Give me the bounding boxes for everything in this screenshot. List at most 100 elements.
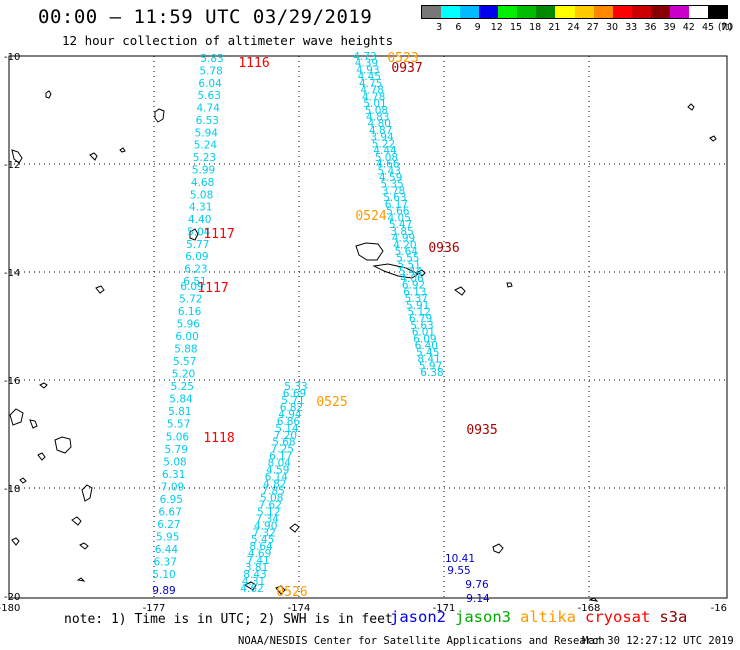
swh-value: 5.94 [195, 127, 219, 139]
swh-value: 5.88 [174, 344, 197, 356]
color-swatch [479, 6, 499, 18]
color-scale-label: (ft) [717, 22, 733, 33]
swh-value: 5.77 [186, 239, 209, 251]
swh-value: 6.09 [180, 281, 203, 293]
swh-value: 6.82 [280, 402, 303, 414]
swh-value: 7.62 [259, 499, 282, 511]
swh-value: 6.31 [162, 469, 185, 481]
swh-value: 5.72 [179, 294, 202, 306]
swh-value: 6.79 [409, 313, 432, 325]
swh-value: 3.78 [382, 186, 405, 198]
island-outline [89, 152, 98, 161]
lat-label: -20 [4, 592, 20, 603]
swh-value: 5.44 [399, 266, 423, 278]
swh-value: 5.97 [419, 360, 442, 372]
color-swatch [612, 6, 632, 18]
legend-item-jason3: jason3 [455, 608, 511, 626]
swh-value: 6.27 [157, 519, 180, 531]
swh-value: 5.04 [187, 226, 211, 238]
swh-value: 4.99 [392, 233, 415, 245]
swh-value: 4.68 [191, 177, 214, 189]
satellite-legend: jason2 jason3 altika cryosat s3a [390, 608, 696, 626]
swh-value: 6.09 [185, 251, 208, 263]
swh-value: 5.08 [260, 492, 283, 504]
color-swatch [593, 6, 613, 18]
swh-value: 4.83 [366, 112, 389, 124]
lon-label: -16 [711, 603, 727, 614]
swh-value: 5.57 [173, 356, 196, 368]
island-outline [39, 382, 48, 389]
swh-value: 5.08 [365, 105, 388, 117]
pass-time-label: 0523 [387, 51, 418, 66]
swh-value: 9.14 [466, 593, 490, 605]
color-swatch [460, 6, 480, 18]
color-scale-label: 15 [509, 22, 523, 33]
island-outline [417, 269, 426, 277]
swh-value: 5.83 [200, 53, 223, 65]
swh-value: 8.43 [243, 569, 266, 581]
swh-value: 6.69 [283, 388, 306, 400]
swh-value: 6.86 [277, 416, 301, 428]
color-swatch [498, 6, 518, 18]
swh-value: 7.85 [262, 486, 285, 498]
island-outline [19, 477, 27, 484]
color-scale-label: 70 [721, 22, 734, 33]
swh-value: 4.73 [353, 51, 376, 63]
swh-value: 8.04 [268, 458, 292, 470]
swh-value: 6.04 [198, 78, 222, 90]
swh-value: 3.81 [245, 562, 268, 574]
lon-label: -180 [0, 603, 20, 614]
pass-time-label: 0935 [466, 423, 497, 438]
color-scale-label: 18 [529, 22, 542, 33]
island-outline [11, 537, 20, 546]
swh-value: 6.44 [155, 544, 179, 556]
color-swatch [688, 6, 708, 18]
swh-value: 5.22 [372, 138, 395, 150]
pass-time-label: 0936 [428, 241, 459, 256]
swh-value: 6.92 [402, 280, 425, 292]
lat-label: -14 [4, 268, 20, 279]
color-scale-label: 30 [605, 22, 619, 33]
island-outline [81, 484, 93, 502]
swh-value: 5.79 [165, 444, 188, 456]
swh-value: 4.05 [388, 212, 411, 224]
swh-value: 5.06 [166, 431, 190, 443]
color-scale-bar [421, 5, 728, 19]
swh-value: 5.01 [363, 98, 386, 110]
swh-value: 4.39 [355, 58, 378, 70]
legend-item-altika: altika [520, 608, 576, 626]
swh-value: 10.41 [445, 553, 475, 565]
island-outline [9, 408, 24, 426]
lat-label: -18 [4, 484, 20, 495]
map-frame [8, 55, 728, 599]
color-swatch [631, 6, 651, 18]
color-swatch [555, 6, 575, 18]
coastlines [9, 90, 717, 602]
swh-value: 6.37 [154, 557, 177, 569]
chart-subtitle: 12 hour collection of altimeter wave hei… [62, 33, 394, 48]
swh-value: 5.43 [378, 165, 401, 177]
legend-item-cryosat: cryosat [585, 608, 651, 626]
swh-value: 4.82 [263, 479, 286, 491]
swh-value: 5.63 [198, 90, 221, 102]
swh-value: 5.81 [168, 406, 191, 418]
color-scale-label: 27 [586, 22, 599, 33]
swh-value: 6.00 [175, 331, 198, 343]
swh-value: 7.32 [252, 527, 275, 539]
swh-value: 5.23 [193, 152, 216, 164]
swh-value: 5.33 [284, 381, 307, 393]
lon-label: -171 [433, 603, 456, 614]
island-outline [37, 452, 46, 461]
island-outline [355, 242, 384, 261]
island-outline [76, 577, 86, 582]
swh-value: 5.91 [406, 300, 429, 312]
swh-value: 5.08 [190, 189, 213, 201]
island-outline [54, 436, 72, 454]
swh-value: 3.85 [390, 226, 413, 238]
swh-value: 6.23 [184, 264, 207, 276]
swh-value: 4.06 [400, 273, 424, 285]
color-swatch [669, 6, 689, 18]
swh-value: 7.25 [271, 444, 294, 456]
swh-value: 5.84 [169, 394, 193, 406]
